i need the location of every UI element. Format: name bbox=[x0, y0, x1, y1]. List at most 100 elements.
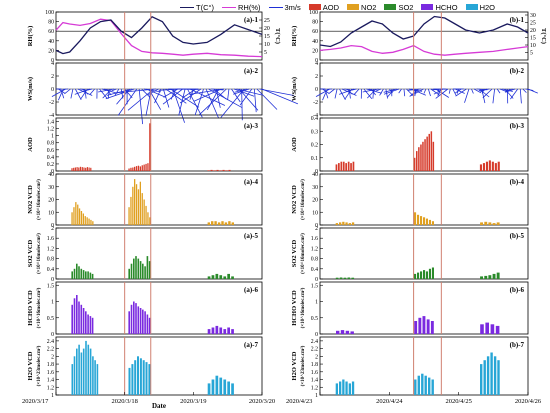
bar-so2 bbox=[87, 271, 89, 279]
wind-vector bbox=[116, 88, 157, 94]
bar-hcho bbox=[223, 329, 227, 334]
wind-vector bbox=[199, 88, 227, 115]
plot-frame bbox=[319, 11, 529, 61]
bar-h2o bbox=[85, 340, 87, 395]
bar-aod bbox=[134, 166, 136, 171]
y-axis-label: RH(%) bbox=[27, 26, 34, 47]
y-tick-label: 1.6 bbox=[47, 370, 54, 376]
bar-h2o bbox=[96, 364, 99, 395]
row-a-7: 1 1.21.4 1.6 1.8 22.2 2.4 H2O VCD (×10^23molec.… bbox=[27, 336, 263, 399]
bar-so2 bbox=[211, 275, 215, 279]
y-axis-label: SO2 VCD bbox=[27, 239, 34, 267]
bar-no2 bbox=[135, 184, 138, 225]
plot-frame bbox=[319, 336, 529, 396]
bar-hcho bbox=[219, 327, 223, 334]
legend-swatch bbox=[222, 6, 236, 8]
y2-tick-label: 25 bbox=[530, 21, 536, 27]
y-tick-label: 0.4 bbox=[311, 116, 318, 122]
bar-hcho bbox=[130, 304, 133, 335]
bar-no2 bbox=[143, 199, 145, 225]
y2-tick-label: 10 bbox=[264, 42, 270, 48]
bar-no2 bbox=[77, 204, 79, 225]
y-tick-label: 40 bbox=[312, 39, 318, 45]
bar-aod bbox=[147, 163, 149, 171]
bar-hcho bbox=[426, 319, 430, 334]
x-tick-label: 2020/3/19 bbox=[180, 398, 206, 405]
bar-hcho bbox=[139, 308, 142, 334]
bar-hcho bbox=[211, 327, 215, 334]
wind-vector bbox=[231, 88, 241, 103]
y-axis-label: SO2 VCD bbox=[291, 239, 298, 267]
bar-so2 bbox=[484, 275, 488, 279]
panel-a: 020406080100RH(%)(a)-1510152025T(°C)-4-2… bbox=[22, 10, 299, 410]
y-axis-label: HCHO VCD bbox=[291, 290, 298, 326]
wind-vector bbox=[189, 88, 224, 95]
y-tick-label: 1.6 bbox=[47, 236, 54, 242]
bar-aod bbox=[491, 161, 494, 171]
bar-aod bbox=[128, 168, 130, 171]
wind-vector bbox=[213, 88, 227, 100]
y-axis-label: NO2 VCD bbox=[27, 185, 34, 214]
legend-label: 3m/s bbox=[284, 2, 301, 12]
y-tick-label: 20 bbox=[312, 48, 318, 54]
x-tick-label: 2020/3/20 bbox=[249, 398, 275, 405]
bar-no2 bbox=[345, 222, 348, 225]
bar-no2 bbox=[488, 222, 492, 225]
bar-hcho bbox=[336, 330, 340, 335]
wind-vector bbox=[206, 88, 220, 111]
bar-so2 bbox=[78, 266, 80, 280]
bar-so2 bbox=[423, 270, 426, 279]
bar-no2 bbox=[211, 221, 214, 225]
wind-vector bbox=[138, 88, 143, 125]
panel-tag: (a)-3 bbox=[244, 122, 258, 130]
y-tick-label: 1 bbox=[315, 300, 318, 306]
legend-item-h2o: H2O bbox=[465, 3, 495, 12]
bar-no2 bbox=[73, 207, 75, 225]
wind-vector bbox=[162, 88, 170, 108]
wind-vector bbox=[99, 88, 108, 99]
bar-aod bbox=[228, 169, 231, 171]
y2-tick-label: 5 bbox=[264, 50, 267, 56]
bar-aod bbox=[335, 164, 338, 171]
y-axis-label: AOD bbox=[27, 137, 34, 152]
bar-so2 bbox=[417, 272, 420, 279]
series-line-temperature bbox=[319, 15, 529, 48]
y2-axis-label: T(°C) bbox=[540, 28, 547, 44]
bar-no2 bbox=[84, 216, 86, 225]
panel-tag: (b)-5 bbox=[510, 232, 525, 240]
y-tick-label: 2.4 bbox=[47, 339, 54, 345]
wind-vector bbox=[448, 88, 451, 94]
legend-item-no2: NO2 bbox=[347, 3, 376, 12]
legend-label: SO2 bbox=[398, 2, 414, 12]
bar-h2o bbox=[417, 375, 420, 395]
bar-aod bbox=[424, 139, 426, 171]
wind-vector bbox=[163, 88, 179, 98]
wind-vector bbox=[51, 88, 66, 97]
y-tick-label: 60 bbox=[312, 29, 318, 35]
bar-aod bbox=[149, 123, 151, 171]
wind-vector bbox=[158, 88, 181, 91]
wind-vector bbox=[372, 88, 375, 99]
bar-hcho bbox=[495, 325, 500, 334]
x-tick-label: 2020/4/25 bbox=[445, 398, 471, 405]
y-tick-label: 1.5 bbox=[47, 283, 54, 289]
bar-aod bbox=[488, 160, 491, 171]
bar-no2 bbox=[339, 222, 342, 225]
bar-no2 bbox=[342, 221, 345, 225]
y-tick-label: 1.2 bbox=[311, 246, 318, 252]
wind-vector bbox=[227, 88, 230, 101]
bar-h2o bbox=[134, 360, 137, 395]
y-tick-label: 2 bbox=[315, 226, 318, 232]
wind-vector bbox=[492, 88, 496, 104]
y-tick-label: 0.5 bbox=[47, 316, 54, 322]
wind-vector bbox=[181, 88, 197, 99]
y-tick-label: 0 bbox=[51, 87, 54, 93]
bar-so2 bbox=[231, 276, 234, 279]
panel-tag: (b)-1 bbox=[510, 16, 525, 24]
y-tick-label: -2 bbox=[49, 100, 54, 106]
wind-vector bbox=[379, 88, 384, 96]
bar-no2 bbox=[496, 222, 500, 225]
bar-h2o bbox=[348, 383, 351, 395]
